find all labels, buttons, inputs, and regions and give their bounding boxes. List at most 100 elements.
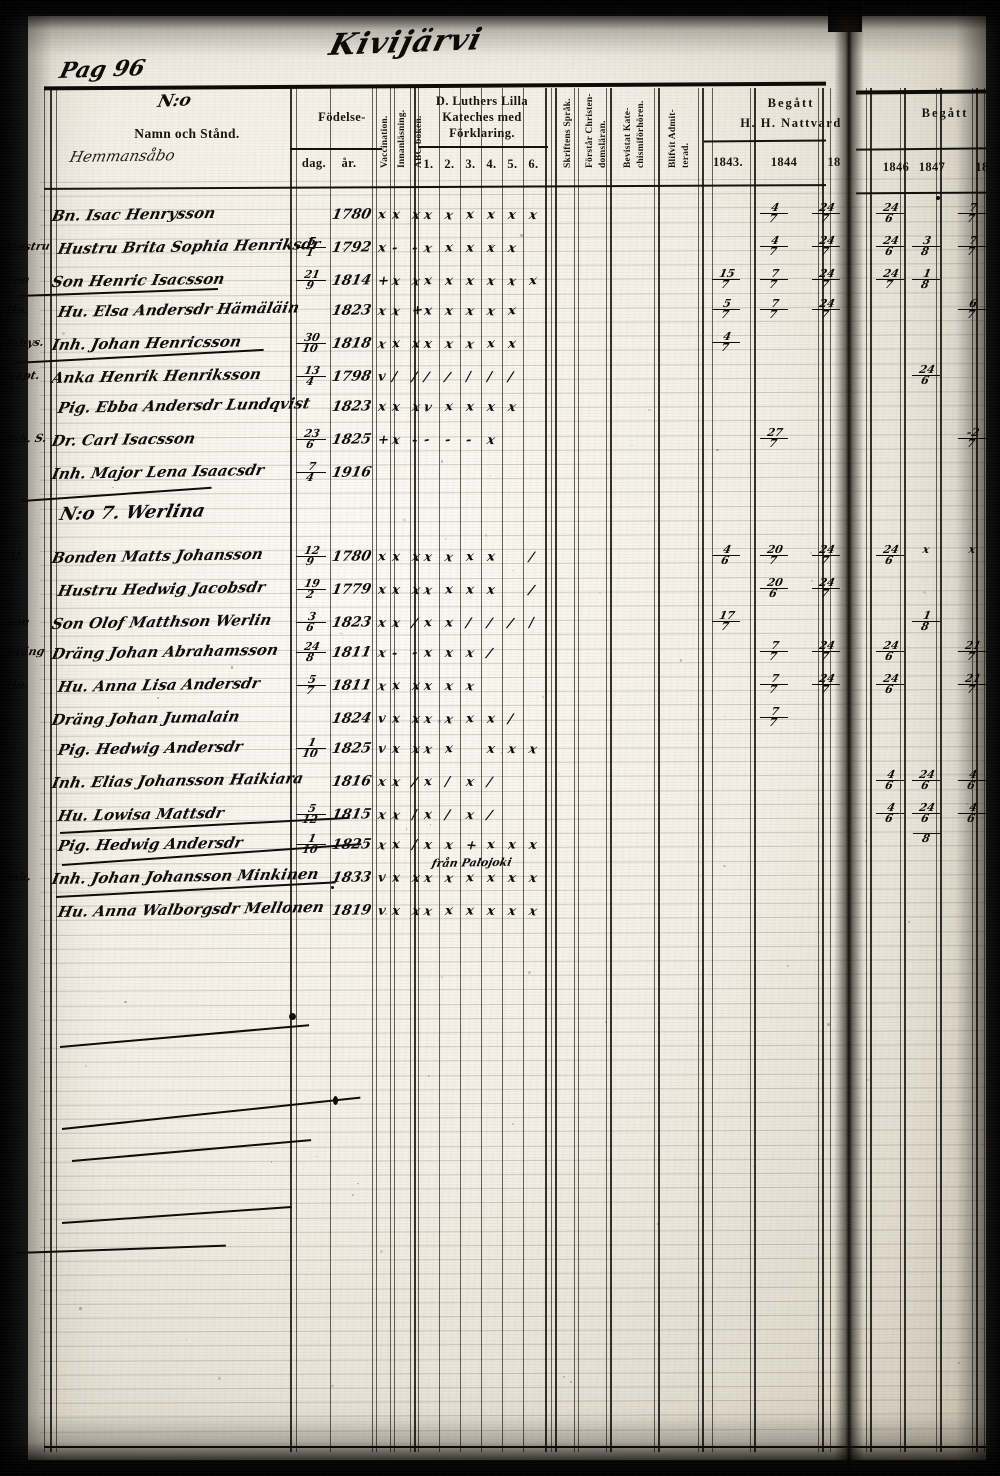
row-mark-7: x	[487, 336, 495, 352]
paper-speck	[441, 976, 443, 978]
catechism-col-2: 2.	[439, 157, 460, 171]
birth-day-den: 1	[294, 247, 326, 258]
row-communion-right-2: 38	[910, 236, 942, 256]
row-mark-4: x	[424, 273, 432, 289]
comm-den: 6	[910, 780, 940, 791]
column-divider	[822, 88, 824, 1452]
column-divider	[818, 88, 819, 1452]
paper-speck	[528, 971, 531, 974]
column-divider	[460, 88, 461, 1452]
row-birth-day: 24 8	[294, 642, 328, 662]
row-mark-3: /	[411, 838, 417, 853]
column-divider	[578, 88, 579, 1452]
row-communion-right-2: 24 6	[910, 770, 942, 790]
row-communion-right-3: 77	[956, 203, 988, 223]
header-birth: Födelse-	[300, 110, 384, 124]
paper-speck	[810, 552, 811, 553]
row-mark-7: x	[486, 711, 495, 727]
row-mark-5: x	[445, 582, 453, 598]
row-name: Dr. Carl Isacsson	[50, 429, 197, 450]
birth-day-den: 9	[294, 556, 326, 567]
comm-den: 6	[874, 651, 904, 662]
row-birth-year: 1780	[330, 206, 372, 223]
row-birth-year: 1825	[330, 740, 372, 757]
row-margin-note: Hustru	[5, 239, 52, 254]
column-divider-right	[870, 88, 872, 1452]
comm-den: 7	[758, 213, 788, 224]
row-name: Bn. Isac Henrysson	[50, 204, 217, 225]
row-communion-right-2: x	[911, 545, 941, 555]
header-catechism-line1: D. Luthers Lilla	[418, 94, 546, 108]
column-divider	[555, 88, 557, 1452]
row-mark-6: x	[465, 903, 474, 919]
row-mark-1: +	[377, 433, 390, 448]
row-margin-note: Inh. S.	[5, 432, 48, 446]
ink-blot-3	[331, 886, 334, 889]
comm-den: 7	[874, 279, 904, 290]
row-mark-8: x	[507, 336, 516, 352]
ink-blot-2	[936, 196, 940, 200]
catechism-col-4: 4.	[481, 157, 502, 171]
paper-speck	[908, 921, 910, 923]
row-communion-right-3: 77	[956, 236, 988, 256]
column-divider	[545, 88, 547, 1452]
row-birth-day: 51	[294, 237, 328, 257]
row-communion-right-3: 46	[956, 803, 988, 823]
comm-den: 6	[874, 213, 904, 224]
row-name: Dräng Johan Jumalain	[50, 707, 241, 729]
row-communion-right-3: x	[957, 545, 987, 555]
row-mark-8: x	[507, 837, 516, 853]
column-divider	[698, 88, 699, 1452]
paper-speck	[342, 248, 345, 251]
ink-blot-1	[289, 1013, 296, 1020]
row-mark-7: x	[487, 837, 495, 853]
row-mark-6: x	[466, 711, 474, 727]
row-communion-left-1: 57	[710, 299, 742, 319]
group-heading: N:o 7. Werlina	[58, 500, 207, 525]
row-communion-right-1: 46	[874, 770, 906, 790]
row-mark-1: v	[378, 870, 386, 886]
row-birth-day: 30 10	[294, 333, 328, 353]
column-divider	[754, 88, 756, 1452]
column-divider	[330, 88, 331, 1452]
communion-left-year-1: 1843.	[706, 155, 750, 169]
row-birth-day: 1 10	[294, 738, 328, 758]
row-mark-6: x	[466, 207, 474, 223]
header-admitted-line1: Blifvit Admit-	[669, 109, 679, 168]
comm-den: 7	[710, 342, 740, 353]
row-communion-right-1: 24 6	[874, 236, 906, 256]
catechism-split-rule	[418, 146, 548, 148]
birth-day-den: 6	[294, 622, 326, 633]
village-heading: Kivijärvi	[326, 22, 486, 63]
row-margin-note: Inhys.	[5, 336, 46, 350]
paper-speck	[459, 335, 461, 337]
row-inline-note: från Palojoki	[431, 856, 513, 870]
row-communion-left-1: 47	[710, 332, 742, 352]
comm-den: 8	[910, 621, 940, 632]
header-vaccination: Vaccination.	[380, 116, 390, 168]
column-divider	[56, 88, 57, 1452]
row-communion-right-3: 21 7	[956, 674, 988, 694]
row-mark-3: x	[411, 336, 420, 352]
paper-speck	[112, 487, 113, 488]
header-understands-line1: Förstår Christen-	[586, 93, 596, 168]
column-divider	[712, 88, 713, 1452]
birth-day-den: 10	[294, 343, 326, 354]
paper-speck	[124, 1001, 127, 1004]
row-birth-year: 1811	[330, 644, 372, 661]
header-catechism-line3: Förklaring.	[418, 126, 546, 140]
header-name-rank-super: N:o	[156, 90, 193, 112]
row-margin-note: Bf.	[5, 549, 25, 563]
row-birth-year: 1818	[330, 335, 372, 352]
row-communion-right-1: 24 6	[874, 545, 906, 565]
row-mark-1: x	[378, 549, 386, 565]
row-birth-day: 12 9	[294, 546, 328, 566]
row-mark-1: x	[377, 582, 386, 598]
row-mark-1: x	[378, 207, 386, 223]
row-mark-6: x	[465, 399, 474, 415]
row-mark-5: x	[445, 741, 453, 757]
column-divider	[502, 88, 503, 1452]
communion-left-year-2: 1844	[762, 155, 806, 169]
comm-den: 7	[710, 621, 740, 632]
paper-speck	[231, 666, 234, 669]
